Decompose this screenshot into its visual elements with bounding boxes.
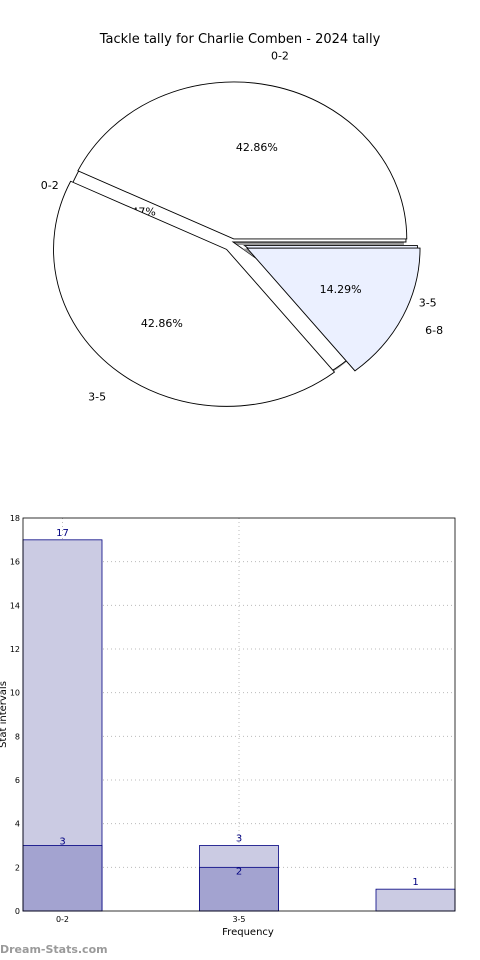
bar-value-label: 17 — [56, 528, 69, 539]
y-tick-label: 18 — [10, 514, 20, 523]
y-tick-label: 2 — [15, 863, 20, 872]
bar — [375, 888, 456, 912]
y-tick-label: 14 — [10, 601, 20, 610]
bar-value-label: 1 — [412, 877, 418, 888]
pie-percent-label: 14.29% — [320, 283, 362, 296]
pie-slice-label: 0-2 — [41, 179, 59, 192]
pie-slice-label: 3-5 — [419, 297, 437, 310]
pie-slice — [246, 247, 421, 372]
bar-value-label: 3 — [59, 837, 65, 848]
y-tick-label: 16 — [10, 558, 20, 567]
y-tick-label: 6 — [15, 776, 20, 785]
x-tick-label: 3-5 — [232, 915, 245, 924]
pie-slice-label: 0-2 — [271, 49, 289, 62]
bar — [22, 845, 103, 912]
y-tick-label: 10 — [10, 689, 20, 698]
pie-slice — [77, 81, 408, 240]
pie-percent-label: 42.86% — [236, 141, 278, 154]
y-axis-label: Stat intervals — [0, 681, 9, 748]
pie-slice-label: 3-5 — [88, 391, 106, 404]
y-tick-label: 8 — [15, 732, 20, 741]
watermark: Dream-Stats.com — [0, 943, 108, 956]
x-tick-label: 0-2 — [56, 915, 69, 924]
y-tick-label: 4 — [15, 820, 20, 829]
y-tick-label: 12 — [10, 645, 20, 654]
bar-chart: 0 2 4 6 8 10 12 14 16 18 0-2 3-5 17 3 1 3 2 Frequency Stat… — [0, 514, 456, 938]
bar — [199, 866, 279, 912]
pie-slice-label: 6-8 — [425, 324, 443, 337]
bar-value-label: 2 — [236, 866, 242, 877]
pie-chart-title: Tackle tally for Charlie Comben - 2024 t… — [99, 32, 381, 47]
pie-percent-label: 42.86% — [141, 317, 183, 330]
plot-frame — [22, 517, 456, 912]
bar-value-label: 3 — [236, 834, 242, 845]
y-tick-label: 0 — [15, 907, 20, 916]
pie-slice — [53, 180, 336, 407]
x-axis-label: Frequency — [222, 927, 274, 938]
pie-chart: 0-289.47%3-510.53%0-242.86%3-542.86%6-81… — [41, 49, 443, 407]
